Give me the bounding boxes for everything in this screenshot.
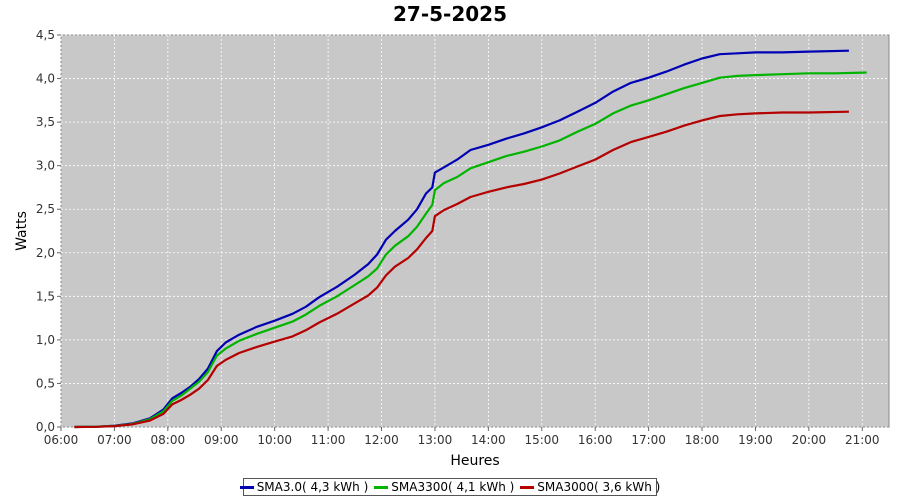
legend-item: SMA3.0( 4,3 kWh ) — [239, 480, 369, 494]
x-tick-label: 17:00 — [631, 433, 666, 447]
y-tick-label: 4,0 — [36, 72, 55, 86]
y-axis-label: Watts — [14, 211, 30, 251]
series-line-0 — [74, 49, 849, 429]
y-tick-label: 3,0 — [36, 159, 55, 173]
legend-label: SMA3300( 4,1 kWh ) — [391, 480, 515, 494]
x-tick-label: 20:00 — [792, 433, 827, 447]
x-tick-label: 11:00 — [311, 433, 346, 447]
series-lines — [74, 49, 867, 429]
y-tick-label: 1,0 — [36, 333, 55, 347]
legend-swatch — [520, 485, 535, 489]
y-tick-label: 2,5 — [36, 202, 55, 216]
x-tick-label: 16:00 — [578, 433, 613, 447]
legend-item: SMA3300( 4,1 kWh ) — [374, 480, 514, 494]
x-tick-label: 21:00 — [845, 433, 880, 447]
legend: SMA3.0( 4,3 kWh ) SMA3300( 4,1 kWh ) SMA30… — [239, 478, 660, 496]
axes — [57, 34, 863, 431]
tick-labels: 06:00 07:00 08:00 09:00 10:00 11:00 12:00 13:00… — [36, 28, 880, 447]
x-tick-label: 08:00 — [151, 433, 186, 447]
legend-label: SMA3000( 3,6 kWh ) — [537, 480, 661, 494]
legend-item: SMA3000( 3,6 kWh ) — [520, 480, 660, 494]
x-tick-label: 14:00 — [471, 433, 506, 447]
y-tick-label: 4,5 — [36, 28, 55, 42]
y-tick-label: 0,0 — [36, 420, 55, 434]
y-tick-label: 3,5 — [36, 115, 55, 129]
y-tick-label: 2,0 — [36, 246, 55, 260]
x-axis-label: Heures — [450, 453, 499, 469]
x-tick-label: 18:00 — [685, 433, 720, 447]
legend-swatch — [239, 485, 254, 489]
legend-label: SMA3.0( 4,3 kWh ) — [256, 480, 369, 494]
x-tick-label: 19:00 — [738, 433, 773, 447]
x-tick-label: 15:00 — [524, 433, 559, 447]
y-tick-label: 1,5 — [36, 289, 55, 303]
x-tick-label: 12:00 — [364, 433, 399, 447]
x-tick-label: 07:00 — [97, 433, 132, 447]
y-tick-label: 0,5 — [36, 376, 55, 390]
series-line-2 — [74, 110, 849, 429]
grid-lines — [60, 34, 889, 428]
x-tick-label: 06:00 — [44, 433, 79, 447]
series-line-1 — [74, 71, 867, 429]
x-tick-label: 09:00 — [204, 433, 239, 447]
legend-swatch — [374, 485, 389, 489]
x-tick-label: 10:00 — [257, 433, 292, 447]
chart-title: 27-5-2025 — [392, 2, 507, 26]
plot-area — [60, 34, 890, 428]
x-tick-label: 13:00 — [418, 433, 453, 447]
